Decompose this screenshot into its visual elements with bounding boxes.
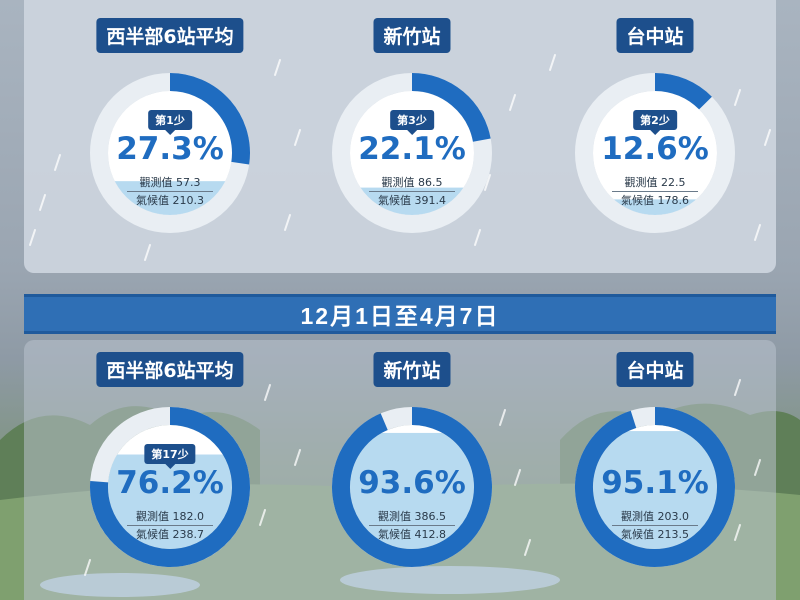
station-title: 台中站 xyxy=(616,18,694,53)
climate-value: 氣候值 238.7 xyxy=(136,528,204,541)
percent-label: 95.1% xyxy=(601,465,709,501)
donut-chart xyxy=(90,407,250,567)
period-banner: 12月1日至4月7日 xyxy=(24,294,776,334)
donut-value-arc xyxy=(90,407,250,567)
donut-value-arc xyxy=(169,73,250,165)
value-readout: 觀測值 22.5 氣候值 178.6 xyxy=(565,174,745,209)
station-title: 西半部6站平均 xyxy=(96,18,244,53)
value-readout: 觀測值 386.5 氣候值 412.8 xyxy=(322,508,502,543)
value-readout: 觀測值 57.3 氣候值 210.3 xyxy=(80,174,260,209)
divider xyxy=(612,525,698,526)
rank-badge: 第3少 xyxy=(390,110,434,135)
climate-value: 氣候值 391.4 xyxy=(378,194,446,207)
divider xyxy=(127,191,213,192)
climate-value: 氣候值 178.6 xyxy=(621,194,689,207)
observed-value: 觀測值 203.0 xyxy=(621,510,689,523)
donut-center xyxy=(350,91,474,215)
station-card: 台中站第2少 12.6% 觀測值 22.5 氣候值 178.6 xyxy=(565,18,745,248)
donut-chart xyxy=(90,73,250,233)
divider xyxy=(127,525,213,526)
station-title: 台中站 xyxy=(616,352,694,387)
value-readout: 觀測值 182.0 氣候值 238.7 xyxy=(80,508,260,543)
donut-chart xyxy=(332,407,492,567)
percent-label: 12.6% xyxy=(601,131,709,167)
station-card: 新竹站第3少 22.1% 觀測值 86.5 氣候值 391.4 xyxy=(322,18,502,248)
percent-label: 27.3% xyxy=(116,131,224,167)
station-card: 西半部6站平均第17少 76.2% 觀測值 182.0 氣候值 238.7 xyxy=(80,352,260,582)
observed-value: 觀測值 22.5 xyxy=(624,176,686,189)
donut-value-arc xyxy=(575,407,735,567)
observed-value: 觀測值 86.5 xyxy=(381,176,443,189)
observed-value: 觀測值 57.3 xyxy=(139,176,201,189)
donut-value-arc xyxy=(411,73,491,143)
station-title: 西半部6站平均 xyxy=(96,352,244,387)
divider xyxy=(369,525,455,526)
station-card: 台中站 95.1% 觀測值 203.0 氣候值 213.5 xyxy=(565,352,745,582)
percent-label: 93.6% xyxy=(358,465,466,501)
climate-value: 氣候值 213.5 xyxy=(621,528,689,541)
climate-value: 氣候值 412.8 xyxy=(378,528,446,541)
percent-label: 76.2% xyxy=(116,465,224,501)
donut-chart xyxy=(575,407,735,567)
observed-value: 觀測值 182.0 xyxy=(136,510,204,523)
donut-value-arc xyxy=(332,407,492,567)
station-title: 新竹站 xyxy=(373,352,451,387)
donut-chart xyxy=(575,73,735,233)
rank-badge: 第17少 xyxy=(144,444,196,469)
divider xyxy=(612,191,698,192)
donut-center xyxy=(593,91,717,215)
station-card: 新竹站 93.6% 觀測值 386.5 氣候值 412.8 xyxy=(322,352,502,582)
value-readout: 觀測值 86.5 氣候值 391.4 xyxy=(322,174,502,209)
period-banner-text: 12月1日至4月7日 xyxy=(300,303,500,329)
observed-value: 觀測值 386.5 xyxy=(378,510,446,523)
value-readout: 觀測值 203.0 氣候值 213.5 xyxy=(565,508,745,543)
donut-chart xyxy=(332,73,492,233)
rank-badge: 第2少 xyxy=(633,110,677,135)
climate-value: 氣候值 210.3 xyxy=(136,194,204,207)
donut-value-arc xyxy=(654,73,712,110)
station-title: 新竹站 xyxy=(373,18,451,53)
water-level xyxy=(350,432,474,549)
rank-badge: 第1少 xyxy=(148,110,192,135)
percent-label: 22.1% xyxy=(358,131,466,167)
divider xyxy=(369,191,455,192)
water-level xyxy=(593,431,717,549)
station-card: 西半部6站平均第1少 27.3% 觀測值 57.3 氣候值 210.3 xyxy=(80,18,260,248)
